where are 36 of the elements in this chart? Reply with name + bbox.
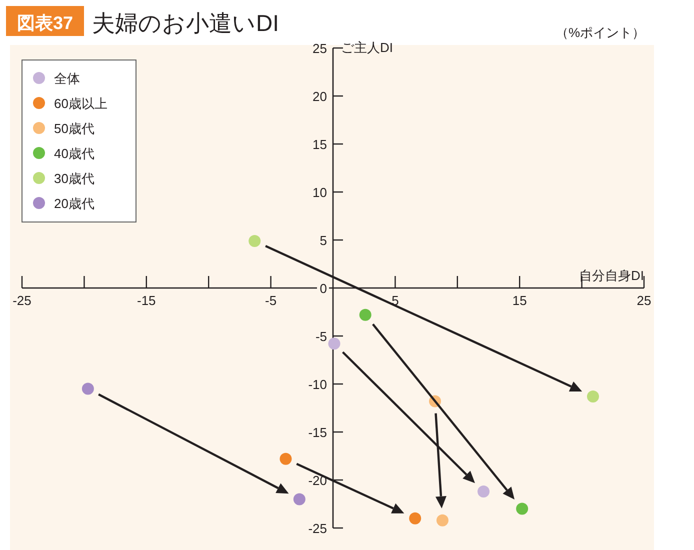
point: [586, 390, 599, 402]
y-tick-label: -10: [308, 377, 327, 392]
legend-label: 40歳代: [54, 146, 94, 161]
x-axis-title: 自分自身DI: [579, 268, 644, 283]
point: [248, 234, 261, 247]
x-tick-label: -15: [137, 293, 156, 308]
y-tick-label: -5: [315, 329, 327, 344]
legend-label: 60歳以上: [54, 96, 108, 111]
point: [436, 514, 448, 526]
point: [359, 308, 372, 321]
y-tick-label: -25: [308, 521, 327, 536]
point: [478, 486, 490, 498]
legend-label: 50歳代: [54, 121, 94, 136]
y-tick-label: 10: [312, 185, 327, 200]
point: [293, 493, 306, 506]
y-tick-label: -15: [308, 425, 327, 440]
text: （%ポイント）: [555, 25, 645, 40]
y-tick-label: 15: [312, 137, 327, 152]
x-tick-label: 15: [512, 293, 527, 308]
y-tick-label: 0: [320, 281, 327, 296]
x-tick-label: -5: [265, 293, 277, 308]
legend-label: 20歳代: [54, 196, 94, 211]
point: [280, 452, 292, 465]
x-tick-label: -25: [12, 293, 32, 308]
legend-label: 30歳代: [54, 171, 94, 186]
chart-title: 図表37 夫婦のお小遣いDI: [16, 10, 279, 36]
legend-label: 全体: [54, 71, 80, 86]
x-tick-label: 25: [636, 293, 652, 308]
y-tick-label: 5: [320, 233, 327, 248]
point: [328, 338, 340, 350]
point: [82, 382, 94, 395]
point: [516, 502, 528, 515]
y-tick-label: 25: [312, 41, 327, 56]
point: [409, 512, 422, 524]
y-axis-title: ご主人DI: [341, 40, 393, 55]
y-tick-label: 20: [312, 89, 327, 104]
